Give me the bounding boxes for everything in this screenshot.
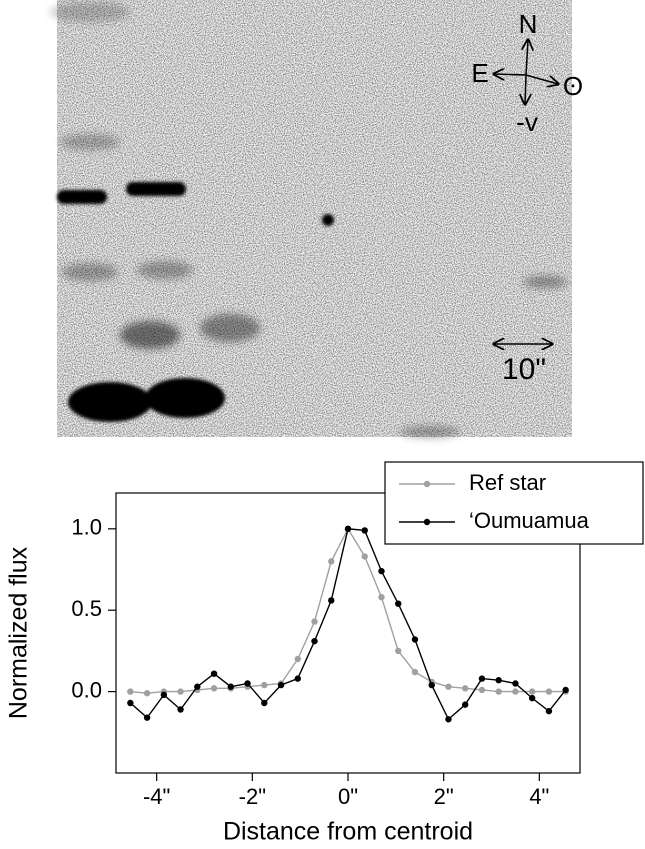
legend-label: Ref star: [469, 470, 546, 495]
data-point: [311, 618, 318, 625]
data-point: [261, 699, 268, 707]
compass-n: N: [519, 9, 538, 39]
data-point: [143, 714, 151, 721]
data-point: [478, 686, 486, 694]
data-point: [411, 636, 419, 643]
data-point: [495, 677, 502, 684]
y-tick-label: 1.0: [71, 515, 102, 540]
data-point: [478, 675, 486, 682]
data-point: [562, 686, 569, 694]
data-point: [411, 668, 419, 676]
data-point: [512, 680, 519, 687]
series-line: [130, 527, 566, 694]
y-tick-label: 0.5: [71, 596, 102, 621]
x-tick-label: 2": [434, 784, 454, 809]
compass-e: E: [471, 58, 488, 88]
data-point: [445, 716, 452, 723]
data-point: [127, 699, 134, 707]
data-point: [395, 647, 402, 655]
data-point: [227, 683, 235, 690]
data-point: [261, 681, 268, 689]
data-point: [210, 685, 218, 692]
data-point: [294, 655, 301, 663]
x-tick-label: 0": [338, 784, 358, 809]
data-point: [461, 685, 469, 692]
data-point: [361, 553, 368, 560]
data-point: [160, 691, 168, 699]
data-point: [528, 694, 536, 702]
data-point: [127, 688, 134, 695]
data-point: [428, 681, 435, 689]
legend-box: [384, 461, 644, 545]
y-axis-label: Normalized flux: [5, 546, 33, 719]
data-point: [395, 600, 402, 607]
compass-sun: ʘ: [563, 71, 583, 101]
data-point: [495, 688, 502, 695]
data-point: [328, 558, 335, 565]
data-point: [512, 688, 519, 695]
data-point: [177, 706, 184, 713]
legend-marker: [423, 480, 431, 488]
data-point: [378, 593, 385, 601]
data-point: [545, 707, 553, 715]
data-point: [328, 597, 335, 604]
data-point: [461, 701, 469, 708]
x-tick-label: -4": [143, 784, 170, 809]
data-point: [528, 688, 536, 695]
x-axis-label: Distance from centroid: [223, 818, 473, 846]
data-point: [244, 680, 251, 687]
legend-label: ‘Oumuamua: [469, 508, 590, 533]
data-point: [294, 675, 301, 682]
data-point: [194, 683, 201, 690]
compass-v: -v: [516, 107, 538, 137]
data-point: [177, 688, 184, 695]
x-tick-label: -2": [239, 784, 266, 809]
data-point: [545, 688, 553, 695]
x-tick-label: 4": [529, 784, 549, 809]
sky-image: N E ʘ -v 10": [50, 0, 583, 438]
data-point: [277, 681, 285, 689]
data-point: [445, 683, 452, 690]
data-point: [361, 527, 368, 534]
legend-marker: [423, 518, 431, 526]
data-point: [378, 567, 385, 575]
scale-label: 10": [502, 353, 546, 386]
data-point: [210, 670, 218, 677]
data-point: [344, 525, 352, 533]
y-tick-label: 0.0: [71, 677, 102, 702]
data-point: [311, 637, 318, 645]
data-point: [143, 690, 151, 697]
